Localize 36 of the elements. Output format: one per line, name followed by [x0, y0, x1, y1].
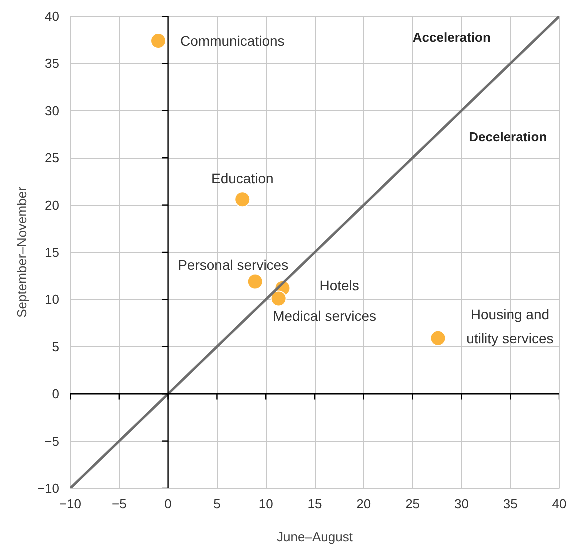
x-tick-label: 15	[308, 496, 322, 512]
x-tick-label: 0	[164, 496, 172, 512]
x-tick-label: 40	[552, 496, 567, 512]
x-tick-label: 30	[454, 496, 469, 512]
y-tick-label: −10	[37, 481, 60, 496]
y-tick-label: 0	[52, 386, 60, 402]
x-tick-label: −5	[112, 496, 127, 512]
y-tick-label: −5	[44, 434, 60, 449]
y-tick-label: 40	[45, 9, 60, 24]
point	[270, 290, 287, 307]
point	[430, 330, 446, 346]
series-label: Housing and utility services	[466, 306, 554, 346]
series-label: Medical services	[273, 308, 377, 324]
text: Hotels	[320, 277, 360, 294]
x-tick-label: 20	[356, 496, 372, 512]
x-tick-label: 25	[406, 496, 420, 512]
x-tick-label: 35	[503, 496, 518, 512]
y-tick-label: 30	[45, 103, 60, 118]
series-label: Communications	[180, 33, 285, 50]
y-tick-label: 15	[45, 245, 60, 260]
y-tick-label: 10	[45, 292, 60, 308]
point	[150, 33, 167, 50]
x-axis-title: June–August	[277, 530, 354, 544]
series-label: Education	[211, 170, 274, 187]
y-tick-label: 25	[45, 150, 60, 166]
series-label: Personal services	[178, 256, 289, 273]
point	[247, 274, 264, 290]
annotation: Acceleration	[412, 30, 491, 46]
y-tick-label: 20	[45, 198, 60, 213]
point	[234, 192, 251, 208]
x-tick-label: 10	[258, 496, 274, 512]
y-tick-label: 35	[45, 56, 60, 72]
x-tick-label: 5	[214, 496, 221, 512]
annotation: Deceleration	[469, 129, 548, 144]
y-axis-title: September–November	[14, 186, 30, 318]
y-tick-label: 5	[52, 339, 60, 354]
